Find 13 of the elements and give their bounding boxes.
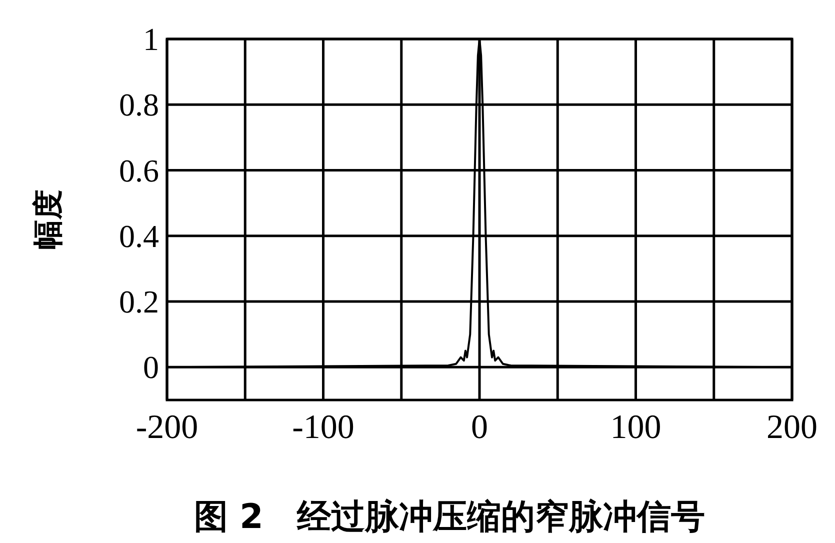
y-axis-title: 幅度 [31, 190, 66, 250]
y-tick-label: 1 [143, 21, 159, 57]
y-tick-label: 0.4 [119, 218, 159, 254]
x-tick-label: 100 [610, 409, 662, 446]
y-tick-label: 0.6 [119, 152, 159, 188]
x-tick-label: 200 [766, 409, 818, 446]
y-tick-label: 0.2 [119, 284, 159, 320]
text: 图 2 经过脉冲压缩的窄脉冲信号 [194, 497, 706, 537]
x-tick-label: -200 [136, 409, 198, 446]
x-tick-label: 0 [471, 409, 488, 446]
y-tick-label: 0.8 [119, 86, 159, 123]
x-tick-label: -100 [292, 409, 354, 446]
y-tick-label: 0 [143, 349, 159, 386]
